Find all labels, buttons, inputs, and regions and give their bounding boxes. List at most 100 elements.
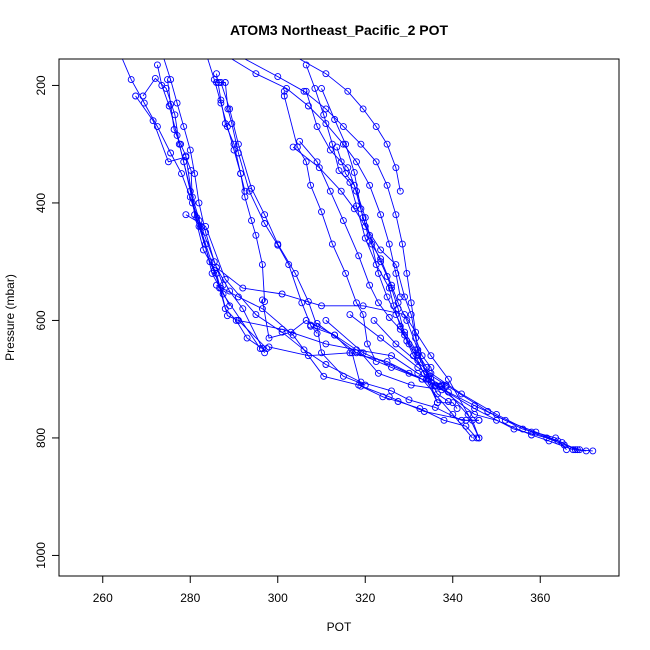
data-point	[385, 240, 393, 248]
data-point	[322, 70, 330, 78]
data-point	[241, 187, 249, 195]
data-point	[280, 92, 288, 100]
data-point	[202, 228, 210, 236]
data-point	[510, 425, 518, 433]
data-point	[313, 329, 321, 337]
data-point	[392, 311, 400, 319]
data-point	[326, 146, 334, 154]
data-point	[339, 140, 347, 148]
data-point	[366, 181, 374, 189]
data-point	[392, 269, 400, 277]
data-point	[462, 416, 470, 424]
data-point	[379, 393, 387, 401]
series-line	[283, 91, 377, 362]
data-point	[173, 99, 181, 107]
data-point	[151, 74, 159, 82]
data-point	[313, 123, 321, 131]
data-point	[258, 296, 266, 304]
data-point	[357, 140, 365, 148]
data-point	[258, 305, 266, 313]
data-point	[175, 140, 183, 148]
data-point	[258, 345, 266, 353]
data-point	[195, 199, 203, 207]
data-point	[444, 388, 452, 396]
data-point	[405, 369, 413, 377]
data-point	[322, 120, 330, 128]
data-point	[258, 261, 266, 269]
data-point	[385, 314, 393, 321]
data-point	[377, 211, 385, 219]
data-point	[493, 410, 500, 418]
series-23	[322, 316, 584, 454]
data-point	[388, 281, 395, 289]
data-point	[449, 410, 457, 418]
data-point	[372, 158, 380, 166]
series-12	[318, 84, 461, 413]
data-point	[221, 79, 229, 86]
data-point	[398, 240, 406, 248]
data-point	[223, 123, 231, 131]
data-point	[217, 79, 225, 86]
data-point	[223, 312, 231, 320]
data-point	[383, 181, 391, 189]
data-point	[289, 331, 297, 339]
data-point	[377, 255, 385, 263]
data-point	[350, 205, 358, 213]
data-point	[261, 220, 269, 227]
data-point	[274, 240, 282, 248]
series-15	[258, 296, 481, 442]
data-point	[359, 311, 367, 319]
data-point	[307, 181, 315, 189]
data-point	[162, 84, 170, 92]
data-point	[558, 439, 566, 447]
series-6	[215, 79, 321, 337]
series-line	[216, 73, 266, 302]
data-point	[377, 334, 385, 342]
data-point	[226, 302, 234, 310]
data-point	[392, 164, 400, 172]
x-tick-label: 340	[443, 591, 463, 605]
data-point	[412, 328, 420, 336]
data-point	[252, 231, 260, 239]
data-point	[418, 375, 426, 383]
data-point	[353, 349, 360, 357]
data-point	[359, 105, 367, 113]
data-point	[543, 434, 551, 442]
data-point	[237, 170, 245, 178]
series-3	[164, 76, 271, 353]
series-line	[305, 64, 447, 387]
data-point	[444, 398, 452, 405]
data-point	[355, 381, 363, 389]
data-point	[191, 170, 199, 178]
data-point	[453, 405, 461, 413]
data-point	[431, 381, 439, 389]
series-line	[244, 59, 419, 353]
data-point	[444, 375, 452, 383]
data-point	[217, 99, 225, 107]
data-point	[304, 352, 312, 360]
data-point	[167, 149, 175, 157]
series-31	[299, 59, 404, 195]
data-point	[385, 393, 393, 401]
data-point	[318, 349, 325, 357]
data-point	[252, 70, 260, 78]
data-point	[313, 158, 321, 166]
data-point	[571, 446, 579, 454]
plot-frame	[58, 58, 620, 577]
data-point	[230, 146, 238, 154]
data-point	[342, 269, 350, 277]
data-point	[363, 340, 371, 348]
data-point	[388, 352, 395, 360]
data-point	[318, 84, 325, 92]
data-point	[239, 305, 247, 313]
series-17	[213, 281, 483, 424]
data-point	[226, 105, 234, 113]
data-point	[318, 208, 325, 216]
data-point	[576, 446, 584, 454]
data-point	[377, 246, 385, 254]
data-point	[210, 258, 218, 266]
data-point	[296, 137, 304, 145]
data-point	[350, 168, 358, 176]
data-point	[302, 158, 310, 166]
series-line	[238, 319, 480, 439]
